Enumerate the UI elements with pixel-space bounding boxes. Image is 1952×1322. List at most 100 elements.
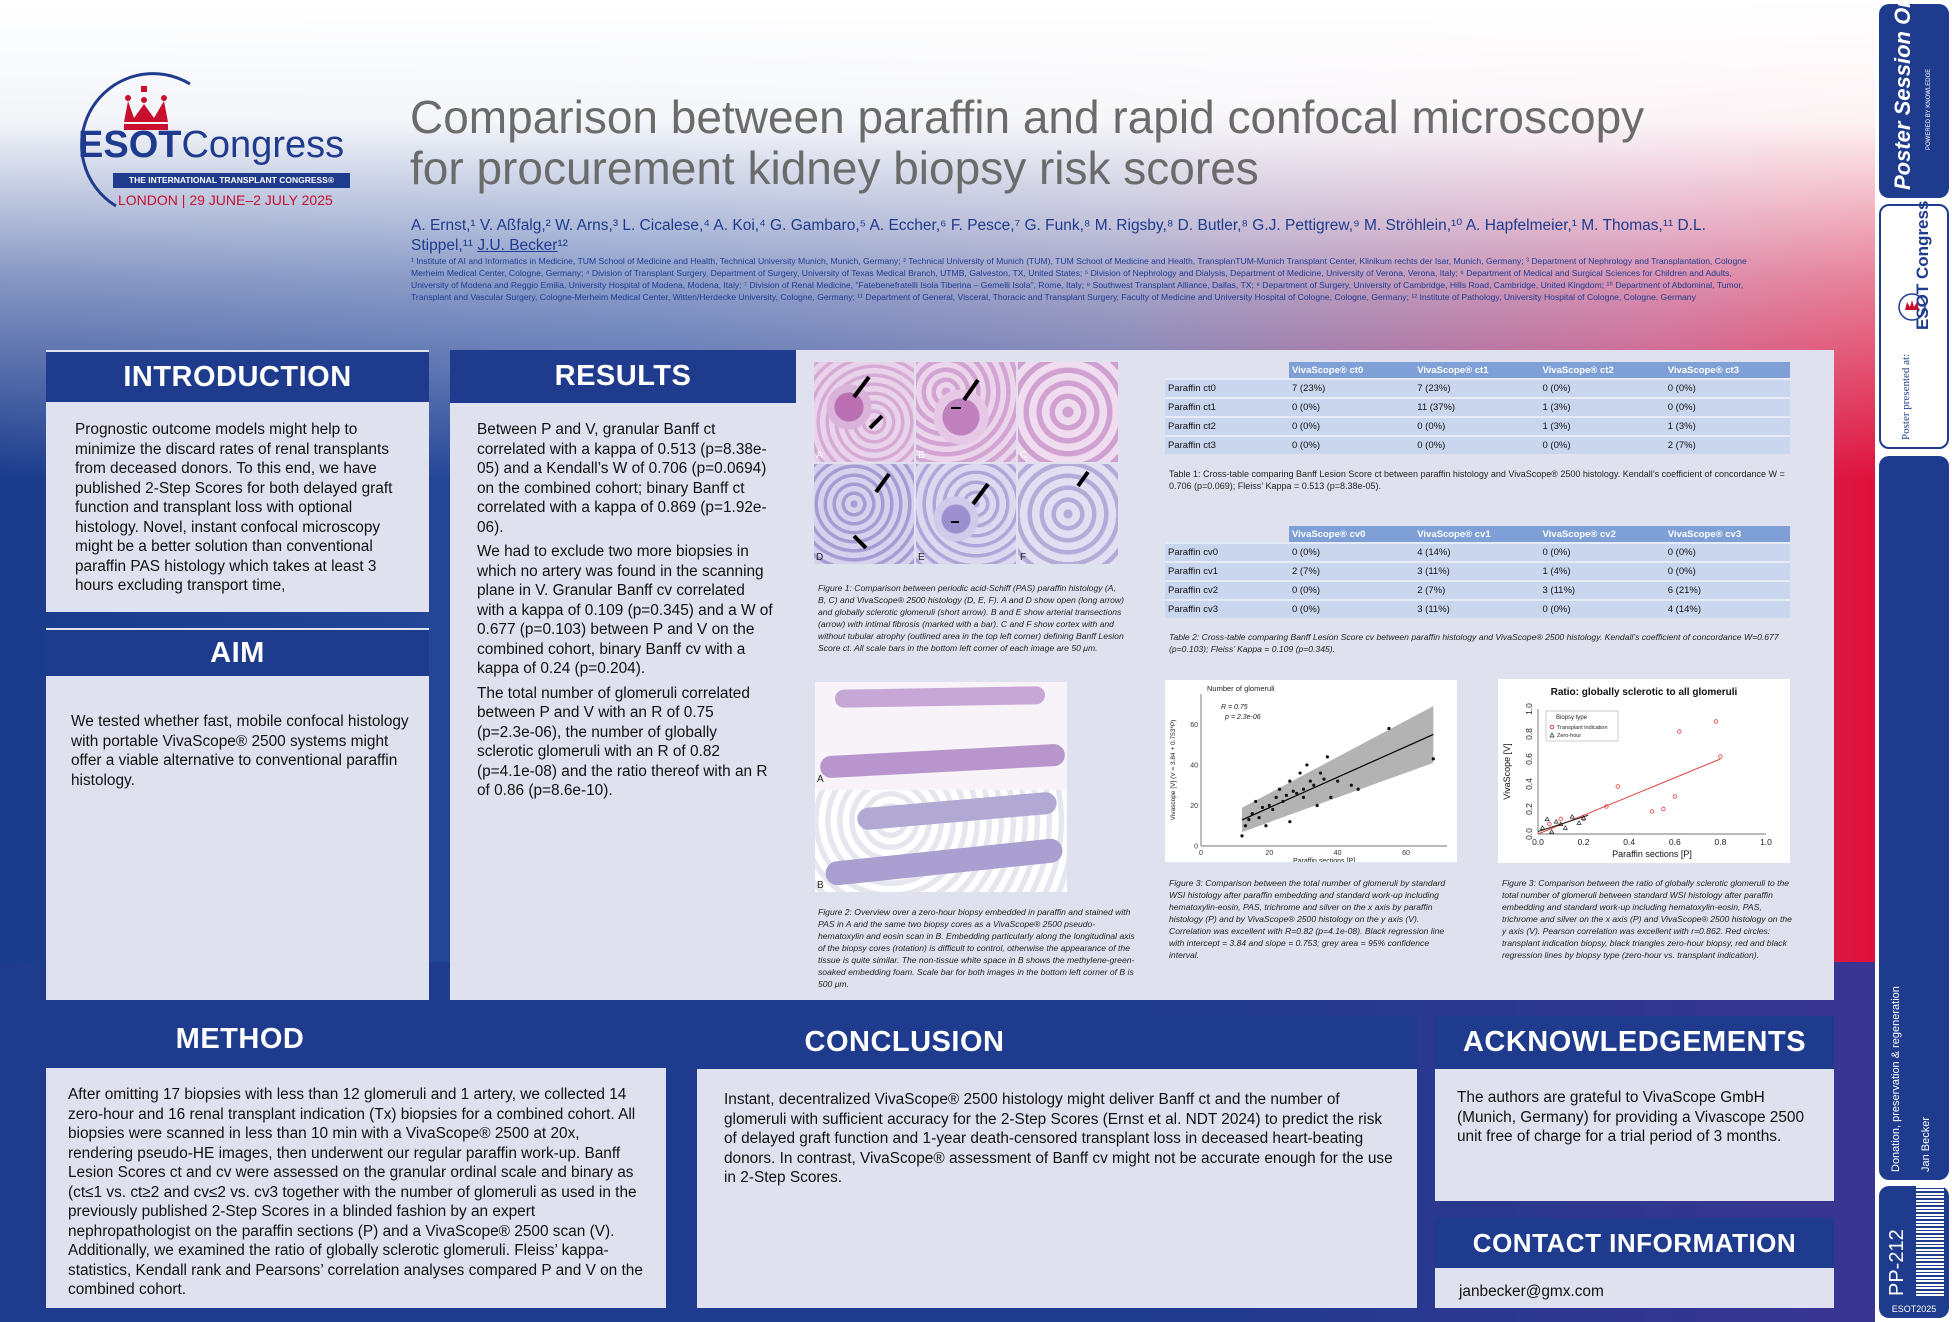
- table-cell: Paraffin cv3: [1165, 599, 1289, 618]
- data-point: [1277, 787, 1282, 791]
- data-point: [1318, 771, 1323, 775]
- title-line-1: Comparison between paraffin and rapid co…: [410, 91, 1645, 143]
- data-point: [1349, 783, 1353, 787]
- table-header-cell: [1165, 362, 1289, 379]
- x-axis-label: Paraffin sections [P]: [1612, 849, 1692, 859]
- fig1-image-f: F: [1018, 464, 1118, 564]
- chart-title: Number of glomeruli: [1207, 684, 1275, 693]
- conclusion-header-strip: [697, 1016, 1417, 1069]
- y-tick-label: 0.6: [1524, 753, 1534, 765]
- data-point: [1569, 814, 1575, 819]
- figure-3b-caption: Figure 3: Comparison between the ratio o…: [1502, 878, 1792, 960]
- logo-location: LONDON | 29 JUNE–2 JULY 2025: [118, 192, 333, 208]
- table-cell: 0 (0%): [1289, 416, 1415, 436]
- x-tick-label: 0.0: [1532, 837, 1544, 847]
- table-cell: Paraffin ct0: [1165, 378, 1289, 398]
- table-cell: 0 (0%): [1539, 599, 1665, 618]
- y-tick-label: 0.8: [1524, 728, 1534, 740]
- arrow-icon: [852, 472, 891, 550]
- chart-annotation: p = 2.3e-06: [1224, 714, 1261, 721]
- y-tick-label: 60: [1190, 722, 1198, 729]
- data-point: [1288, 779, 1292, 783]
- legend-marker: [1549, 732, 1555, 738]
- data-point: [1250, 811, 1254, 816]
- figure-3-glomeruli-plot: Number of glomeruli R = 0.75 p = 2.3e-06 0 2…: [1165, 680, 1457, 865]
- data-point: [1431, 757, 1435, 761]
- data-point: [1291, 789, 1295, 793]
- fig1-image-d: D: [814, 464, 914, 564]
- x-tick-label: 1.0: [1760, 837, 1772, 847]
- esot-logo: ESOTCongress THE INTERNATIONAL TRANSPLAN…: [48, 56, 353, 216]
- table-cell: 0 (0%): [1664, 397, 1790, 417]
- data-point: [1322, 777, 1326, 781]
- x-tick-label: 0.6: [1669, 837, 1681, 847]
- fig1-label-a: A: [816, 450, 823, 461]
- table-cell: 1 (3%): [1539, 397, 1665, 417]
- legend-label: Zero-hour: [1557, 733, 1581, 739]
- regression-line: [1537, 814, 1589, 832]
- chart-annotation: R = 0.75: [1221, 704, 1248, 711]
- table-row: Paraffin ct3 0 (0%) 0 (0%) 0 (0%) 2 (7%): [1165, 435, 1790, 454]
- table-cell: 2 (7%): [1664, 435, 1790, 454]
- arrow-icon: [951, 378, 980, 409]
- data-point: [1257, 816, 1261, 820]
- table-cell: 11 (37%): [1414, 397, 1540, 417]
- legend-box: [1545, 710, 1619, 742]
- barcode-icon: [1916, 1186, 1944, 1298]
- data-point: [1315, 803, 1319, 808]
- fig1-image-e: E: [916, 464, 1016, 564]
- table-header-cell: VivaScope® cv1: [1414, 526, 1540, 543]
- data-point: [1264, 824, 1268, 828]
- table-cell: 6 (21%): [1664, 580, 1790, 600]
- results-panel: [450, 350, 1834, 1000]
- affiliations: ¹ Institute of AI and Informatics in Med…: [411, 256, 1747, 302]
- table-cell: Paraffin ct3: [1165, 435, 1289, 454]
- x-tick-label: 0.8: [1714, 837, 1726, 847]
- data-point: [1301, 787, 1306, 791]
- figure-2-caption: Figure 2: Overview over a zero-hour biop…: [818, 907, 1135, 989]
- table-cell: 3 (11%): [1539, 580, 1665, 600]
- table-2-caption: Table 2: Cross-table comparing Banff Les…: [1169, 632, 1779, 654]
- x-tick-label: 40: [1334, 850, 1342, 857]
- conclusion-heading-label: CONCLUSION: [804, 1026, 1005, 1058]
- y-axis-label: Vivascope [V] (V = 3.84 + 0.753*P): [1170, 720, 1177, 821]
- data-point: [1356, 787, 1360, 791]
- logo-tagline: THE INTERNATIONAL TRANSPLANT CONGRESS®: [113, 173, 350, 188]
- aim-text: We tested whether fast, mobile confocal …: [71, 713, 409, 789]
- table-cell: 0 (0%): [1664, 561, 1790, 581]
- data-point: [1301, 795, 1306, 799]
- arrow-icon: [1076, 470, 1090, 488]
- data-point: [1661, 806, 1666, 812]
- authors-line-2: Stippel,¹¹ J.U. Becker¹²: [411, 237, 568, 254]
- data-point: [1562, 825, 1568, 830]
- table-header-cell: VivaScope® ct1: [1414, 362, 1540, 379]
- table-cell: Paraffin cv0: [1165, 542, 1289, 562]
- results-paragraph-1: Between P and V, granular Banff ct corre…: [477, 421, 767, 536]
- acknowledgements-text: The authors are grateful to VivaScope Gm…: [1457, 1089, 1805, 1145]
- chart-title: Ratio: globally sclerotic to all glomeru…: [1551, 687, 1738, 698]
- presenting-author: J.U. Becker: [477, 237, 558, 254]
- legend-title: Biopsy type: [1556, 715, 1588, 721]
- table-cell: 0 (0%): [1289, 397, 1415, 417]
- data-point: [1288, 820, 1292, 824]
- table-cell: 1 (3%): [1539, 416, 1665, 436]
- table-cell: 3 (11%): [1414, 561, 1540, 581]
- table-cell: 0 (0%): [1289, 435, 1415, 454]
- contact-email[interactable]: janbecker@gmx.com: [1459, 1283, 1604, 1300]
- contact-heading: CONTACT INFORMATION: [1435, 1218, 1834, 1268]
- x-axis-label: Paraffin sections [P]: [1293, 858, 1355, 862]
- sidebar-topic: Donation, preservation & regeneration: [1890, 986, 1902, 1172]
- figure-3-ratio-plot: Ratio: globally sclerotic to all glomeru…: [1498, 679, 1790, 863]
- sidebar-crown-icon: [1898, 293, 1926, 321]
- introduction-text: Prognostic outcome models might help to …: [75, 421, 393, 594]
- title-line-2: for procurement kidney biopsy risk score…: [410, 142, 1259, 194]
- results-paragraph-3: The total number of glomeruli correlated…: [477, 684, 768, 800]
- table-cell: Paraffin cv2: [1165, 580, 1289, 600]
- legend-marker: [1549, 724, 1555, 730]
- ratio-scatter-chart: Ratio: globally sclerotic to all glomeru…: [1502, 687, 1772, 859]
- data-point: [1260, 805, 1265, 810]
- data-point: [1329, 795, 1333, 799]
- x-tick-label: 60: [1402, 850, 1410, 857]
- table-cell: 1 (4%): [1539, 561, 1665, 581]
- x-tick-label: 20: [1265, 850, 1273, 857]
